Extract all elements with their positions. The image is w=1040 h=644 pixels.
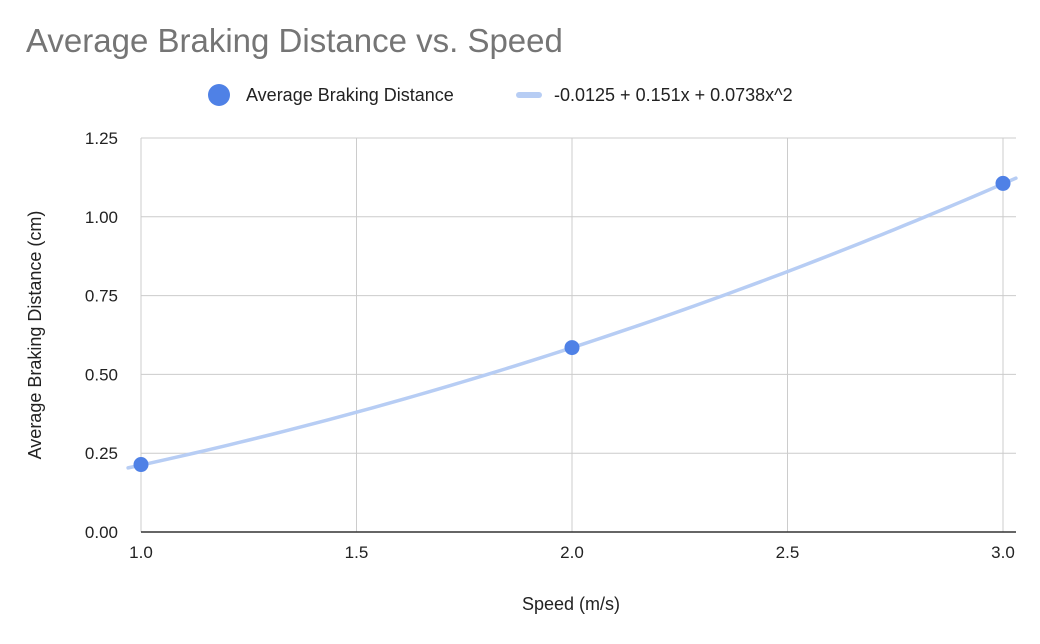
- grid: [140, 137, 1016, 532]
- x-axis-title: Speed (m/s): [522, 594, 620, 614]
- series: [126, 175, 1018, 473]
- legend-marker-dot-icon: [208, 84, 230, 106]
- chart-title: Average Braking Distance vs. Speed: [26, 22, 563, 59]
- x-tick-label: 3.0: [991, 543, 1015, 562]
- x-tick-label: 2.5: [776, 543, 800, 562]
- x-tick-label: 1.5: [345, 543, 369, 562]
- x-tick-label: 1.0: [129, 543, 153, 562]
- legend-item-points: Average Braking Distance: [208, 80, 454, 110]
- data-point: [564, 340, 580, 356]
- y-tick-label: 1.00: [85, 208, 118, 227]
- x-tick-label: 2.0: [560, 543, 584, 562]
- legend-label-points: Average Braking Distance: [246, 84, 454, 105]
- y-tick-label: 1.25: [85, 129, 118, 148]
- legend-item-trendline: -0.0125 + 0.151x + 0.0738x^2: [516, 80, 793, 110]
- y-axis-title: Average Braking Distance (cm): [25, 211, 45, 460]
- data-point: [133, 457, 149, 473]
- y-tick-label: 0.25: [85, 444, 118, 463]
- legend-marker-line-icon: [516, 92, 542, 98]
- legend-label-trendline: -0.0125 + 0.151x + 0.0738x^2: [554, 84, 793, 105]
- y-tick-label: 0.75: [85, 287, 118, 306]
- legend: Average Braking Distance -0.0125 + 0.151…: [0, 80, 1040, 110]
- y-tick-label: 0.00: [85, 523, 118, 542]
- y-tick-label: 0.50: [85, 365, 118, 384]
- axes: 0.00 0.25 0.50 0.75 1.00 1.25 1.0 1.5 2.0 2.5 3.0: [85, 129, 1016, 562]
- data-point: [995, 175, 1011, 191]
